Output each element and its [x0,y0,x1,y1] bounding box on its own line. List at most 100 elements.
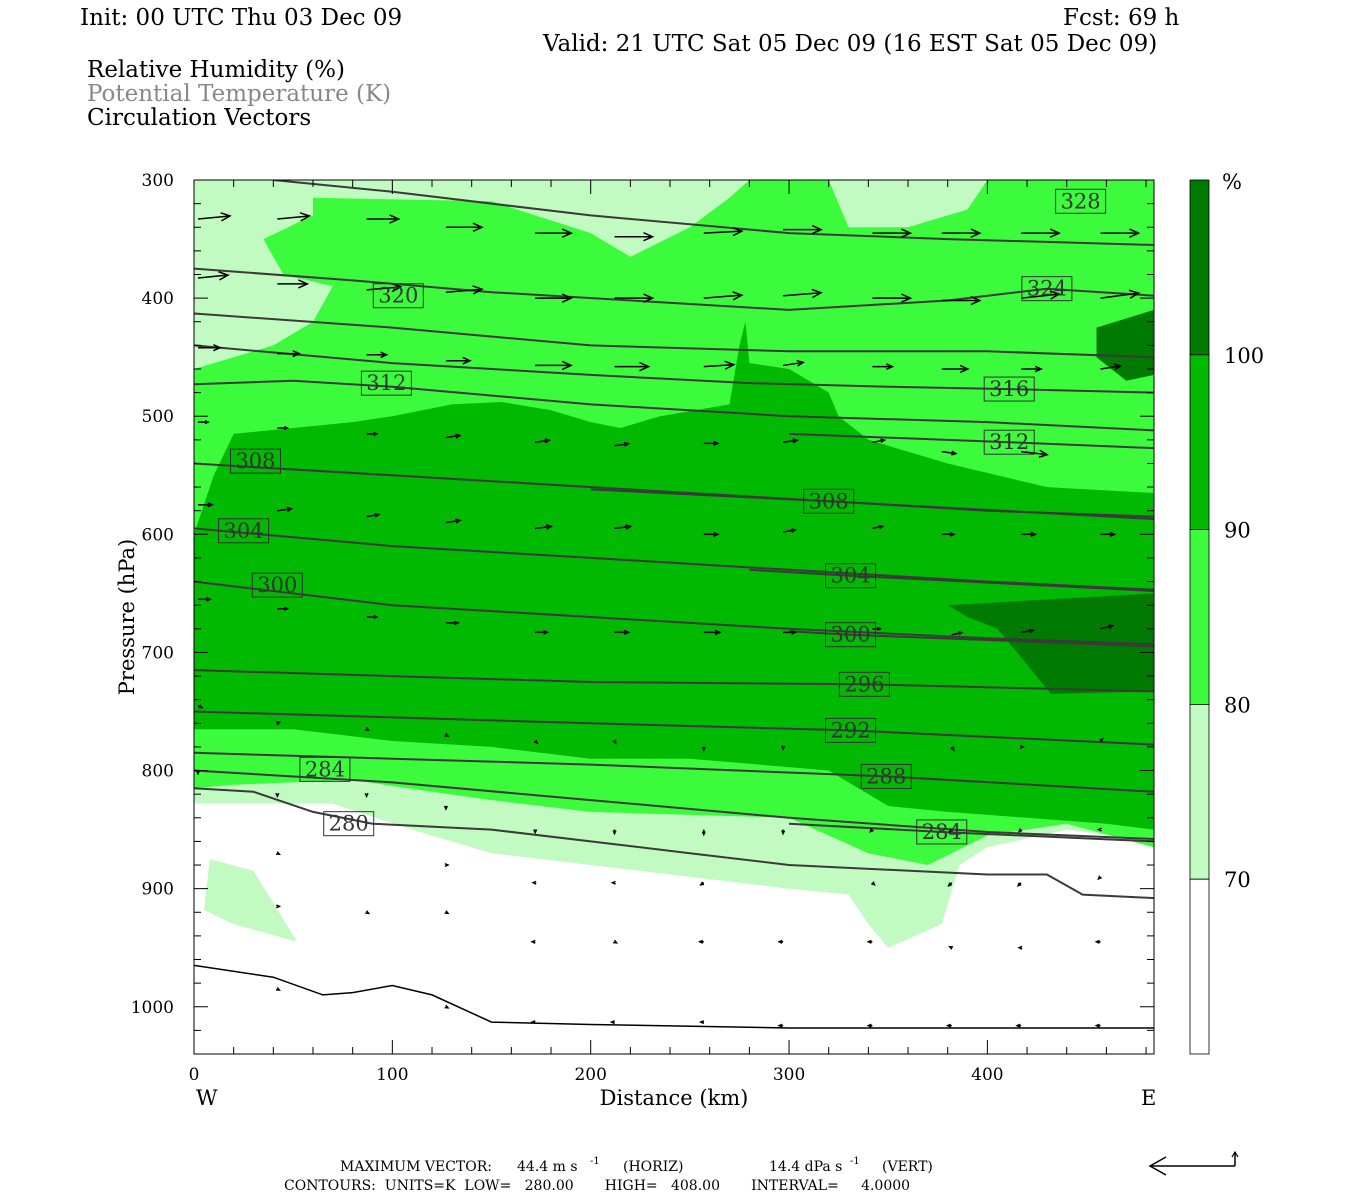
circulation-vector [1100,228,1141,238]
y-tick-label: 800 [142,762,174,782]
max-horiz-unit: (HORIZ) [623,1159,683,1175]
circulation-vector [951,631,964,636]
theta-label-8: 304 [224,519,264,543]
circulation-vector [277,279,310,289]
circulation-vector [945,1023,952,1028]
circulation-vector [366,214,401,224]
circulation-vector [781,829,786,836]
colorbar-level-label: 70 [1224,868,1251,892]
theta-label-13: 292 [830,718,870,742]
circulation-vector [698,1020,705,1025]
x-end-west: W [196,1086,218,1110]
circulation-vector [1100,363,1123,371]
circulation-vector [697,939,704,944]
circulation-vector [444,1004,450,1009]
theta-label-3: 316 [989,377,1029,401]
circulation-vector [197,704,204,709]
colorbar-level-label: 90 [1224,519,1251,543]
max-horiz-value: 44.4 m s [517,1159,578,1175]
circulation-vector [941,228,982,238]
plot-area: 328 324 320 316 312 312 308 308 304 304 300 300 296 2… [193,179,1155,1055]
forecast-hour: Fcst: 69 h [1063,5,1180,31]
theta-label-box-15 [299,756,351,782]
circulation-vector [535,293,574,303]
x-tick-label: 0 [189,1065,200,1085]
circulation-vector [781,745,786,751]
y-tick-label: 900 [142,880,174,900]
circulation-vector [535,630,550,635]
circulation-vector [445,222,484,232]
circulation-vector [783,288,823,299]
surface-pressure-line [194,964,1154,1029]
theta-label-box-5 [983,429,1035,455]
theta-contour-12 [194,669,1154,693]
circulation-vector [614,293,655,303]
field-theta-title: Potential Temperature (K) [87,81,391,107]
theta-label-box-6 [229,448,281,474]
circulation-vector [1021,365,1043,373]
circulation-vector [614,441,631,447]
theta-label-box-13 [825,717,877,743]
theta-label-0: 328 [1061,189,1101,213]
circulation-vector [277,606,290,611]
y-tick-label: 300 [142,171,174,191]
circulation-vector [1097,875,1102,881]
theta-label-10: 300 [257,573,297,597]
circulation-vector [872,293,913,303]
colorbar-band [1189,704,1210,880]
theta-label-12: 296 [844,672,884,696]
circulation-vector [783,438,799,444]
circulation-vector [366,512,381,518]
rh-region-5 [1096,309,1154,381]
theta-label-box-7 [803,488,855,514]
theta-label-box-9 [825,563,877,589]
theta-label-11: 300 [830,623,870,647]
colorbar-band [1189,354,1210,530]
circulation-vector [364,792,369,798]
contour-info: CONTOURS: UNITS=K LOW= 280.00 HIGH= 408.… [284,1178,910,1194]
circulation-vector [1099,737,1104,743]
theta-label-box-3 [983,376,1035,402]
theta-label-layer: 328 324 320 316 312 312 308 308 304 304 300 300 296 2… [218,188,1107,845]
circulation-vector [866,1023,873,1028]
circulation-vector [1017,828,1023,833]
theta-label-14: 288 [866,764,906,788]
theta-contour-14 [194,751,1154,793]
circulation-vector [614,361,651,372]
circulation-vector [872,438,887,444]
circulation-vector [445,285,484,295]
circulation-vector [872,363,895,370]
max-vert-unit: (VERT) [882,1159,933,1175]
theta-label-box-14 [860,763,912,789]
max-horiz-exponent: -1 [590,1156,600,1167]
theta-contour-4 [194,379,1154,432]
x-tick-label: 400 [971,1065,1003,1085]
theta-contour-7 [590,488,1154,520]
circulation-vector [699,881,705,886]
circulation-vector [872,626,883,631]
circulation-vector [444,862,450,868]
circulation-vector [365,727,371,732]
circulation-vector [533,739,539,745]
circulation-vector [365,910,371,915]
theta-label-box-10 [251,572,303,598]
colorbar-band [1189,878,1210,1055]
colorbar-level-label: 80 [1224,693,1251,717]
circulation-vector [614,231,655,242]
circulation-vector [1019,744,1025,749]
colorbar-unit: % [1222,170,1242,194]
theta-contour-9 [749,568,1154,592]
circulation-vector [610,880,616,885]
circulation-vector [871,881,876,887]
theta-label-15: 284 [305,757,345,781]
circulation-vector [947,882,953,888]
circulation-vector [445,433,462,439]
circulation-vector [445,620,460,626]
circulation-vector [277,425,290,431]
theta-label-5: 312 [989,430,1029,454]
circulation-vector [535,228,574,238]
circulation-vector [444,733,450,737]
x-end-east: E [1141,1086,1156,1110]
init-time: Init: 00 UTC Thu 03 Dec 09 [80,5,402,31]
